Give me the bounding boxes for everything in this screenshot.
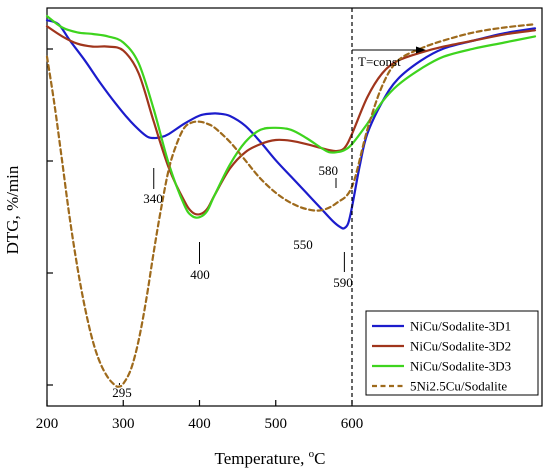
legend-label-4: 5Ni2.5Cu/Sodalite (410, 379, 507, 394)
peak-label-340: 340 (143, 191, 163, 206)
series-layer (45, 15, 537, 388)
peak-annotations: 340 400 295 550 580 590 (112, 163, 353, 400)
series-line-4 (45, 23, 537, 388)
x-tick-label: 200 (36, 416, 59, 432)
legend-label-3: NiCu/Sodalite-3D3 (410, 359, 511, 374)
legend: NiCu/Sodalite-3D1 NiCu/Sodalite-3D2 NiCu/S… (365, 310, 539, 396)
peak-label-550: 550 (293, 237, 313, 252)
series-line-3 (45, 15, 537, 219)
x-tick-label: 600 (341, 416, 364, 432)
peak-label-400: 400 (190, 267, 210, 282)
peak-label-590: 590 (333, 275, 353, 290)
y-axis-title: DTG, %/min (3, 165, 22, 254)
plot-frame (46, 7, 543, 407)
plot-area: 200 300 400 500 600 T=const 340 400 295 550 580 5… (36, 7, 543, 432)
peak-label-580: 580 (319, 163, 339, 178)
y-axis-ticks (47, 48, 53, 386)
isothermal-marker: T=const (351, 8, 426, 406)
series-line-2 (45, 25, 537, 216)
isothermal-arrow-head (416, 46, 426, 54)
peak-label-295: 295 (112, 385, 132, 400)
x-tick-label: 500 (265, 416, 288, 432)
legend-label-1: NiCu/Sodalite-3D1 (410, 319, 511, 334)
x-tick-label: 400 (188, 416, 211, 432)
x-axis-title: Temperature, oC (215, 448, 326, 468)
x-axis-ticks: 200 300 400 500 600 (36, 400, 364, 432)
isothermal-label: T=const (358, 54, 401, 69)
legend-label-2: NiCu/Sodalite-3D2 (410, 339, 511, 354)
x-tick-label: 300 (112, 416, 135, 432)
